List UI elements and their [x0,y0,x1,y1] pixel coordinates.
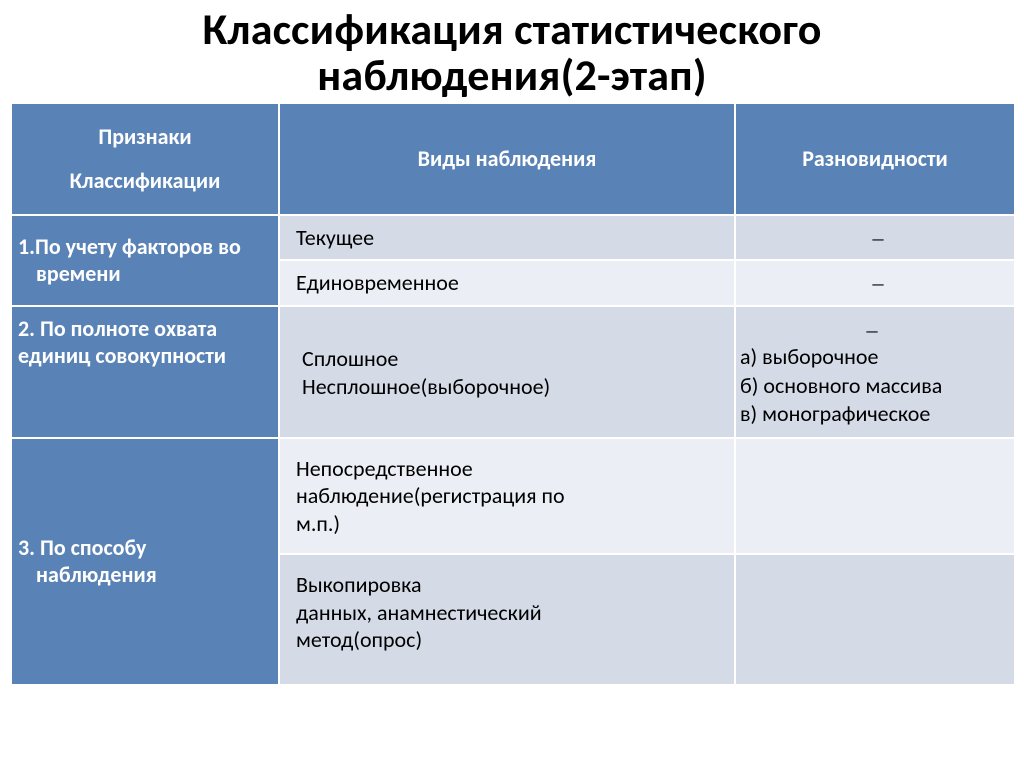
header-col1-line2: Классификации [20,166,270,196]
row1-sub2-type: Единовременное [279,260,735,306]
title-line2: наблюдения(2-этап) [317,48,707,102]
row2-var: – а) выборочное б) основного массива в) … [735,306,1015,438]
row1-sub1-type: Текущее [279,215,735,261]
category-1: 1.По учету факторов во времени [11,215,279,306]
table-row: 1.По учету факторов во времени Текущее – [11,215,1015,261]
classification-table: Признаки Классификации Виды наблюдения Р… [10,102,1016,686]
category-3: 3. По способу наблюдения [11,438,279,685]
header-col1-line1: Признаки [98,123,191,150]
row3-sub2-var [735,554,1015,685]
slide: Классификация статистического наблюдения… [0,0,1024,767]
row2-type: Сплошное Несплошное(выборочное) [279,306,735,438]
row3-sub1-var [735,438,1015,555]
table-row: 3. По способу наблюдения Непосредственно… [11,438,1015,555]
row3-sub2-type: Выкопировка данных, анамнестический мето… [279,554,735,685]
header-col1: Признаки Классификации [11,103,279,214]
header-col3: Разновидности [735,103,1015,214]
table-row: 2. По полноте охвата единиц совокупности… [11,306,1015,438]
page-title: Классификация статистического наблюдения… [0,0,1024,98]
category-2: 2. По полноте охвата единиц совокупности [11,306,279,438]
table-header-row: Признаки Классификации Виды наблюдения Р… [11,103,1015,214]
row1-sub2-var: – [735,260,1015,306]
row1-sub1-var: – [735,215,1015,261]
row3-sub1-type: Непосредственное наблюдение(регистрация … [279,438,735,555]
header-col2: Виды наблюдения [279,103,735,214]
